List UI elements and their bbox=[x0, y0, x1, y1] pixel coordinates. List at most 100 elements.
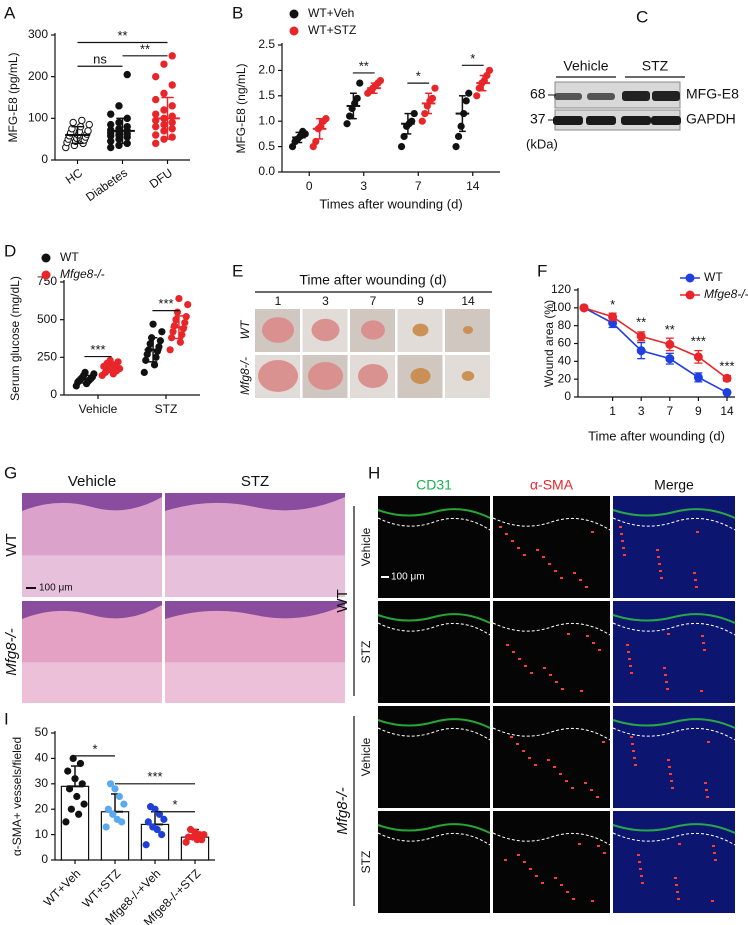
data-point bbox=[142, 356, 150, 364]
data-point bbox=[168, 118, 176, 127]
sma-stain bbox=[696, 531, 699, 533]
sma-stain bbox=[553, 766, 556, 768]
data-point bbox=[168, 81, 176, 89]
line-marker bbox=[722, 388, 732, 398]
data-point bbox=[184, 301, 192, 309]
sma-stain bbox=[505, 533, 508, 535]
sma-stain bbox=[549, 674, 552, 676]
data-point bbox=[176, 338, 184, 346]
scale-label: 100 μm bbox=[39, 583, 73, 594]
x-tick-label: HC bbox=[63, 165, 86, 187]
blot-band bbox=[622, 91, 650, 101]
sma-stain bbox=[586, 635, 589, 637]
sma-stain bbox=[535, 875, 538, 877]
y-axis-label: Wound area (%) bbox=[542, 300, 556, 387]
sma-stain bbox=[706, 796, 709, 798]
data-point bbox=[80, 800, 88, 808]
data-point bbox=[301, 130, 309, 138]
wound bbox=[463, 326, 473, 334]
sma-stain bbox=[499, 526, 502, 528]
sma-stain bbox=[524, 665, 527, 667]
sma-stain bbox=[579, 579, 582, 581]
line-marker bbox=[608, 312, 618, 322]
dermis-border bbox=[612, 727, 736, 741]
panel-letter: F bbox=[537, 261, 547, 280]
line bbox=[583, 307, 728, 379]
sma-stain bbox=[559, 773, 562, 775]
sma-stain bbox=[693, 572, 696, 574]
sma-stain bbox=[667, 633, 670, 635]
column-label: Merge bbox=[654, 477, 694, 493]
y-axis-label: MFG-E8 (ng/mL) bbox=[234, 63, 248, 153]
y-tick-label: 40 bbox=[35, 751, 49, 765]
data-point bbox=[111, 785, 119, 793]
day-label: 3 bbox=[322, 294, 329, 308]
y-tick-label: 0 bbox=[50, 387, 57, 401]
x-tick-label: 3 bbox=[360, 179, 367, 193]
data-point bbox=[120, 800, 128, 808]
sma-stain bbox=[623, 554, 626, 556]
significance-label: ns bbox=[93, 52, 107, 67]
sma-stain bbox=[703, 649, 706, 651]
panel-letter: I bbox=[4, 709, 9, 728]
blot-band bbox=[586, 116, 616, 125]
sma-stain bbox=[666, 688, 669, 690]
y-tick-label: 40 bbox=[558, 354, 572, 368]
data-point bbox=[421, 109, 429, 118]
sma-stain bbox=[714, 859, 717, 861]
genotype-label: Mfg8-/- bbox=[334, 787, 351, 835]
wound bbox=[262, 317, 294, 343]
sma-stain bbox=[663, 667, 666, 669]
dermis-border bbox=[377, 622, 491, 636]
sma-stain bbox=[510, 736, 513, 738]
data-point bbox=[150, 361, 159, 369]
x-tick-label: Diabetes bbox=[83, 166, 130, 205]
significance-label: * bbox=[610, 297, 615, 312]
data-point bbox=[85, 120, 93, 129]
data-point bbox=[170, 322, 179, 330]
y-tick-label: 30 bbox=[35, 776, 49, 790]
significance-label: *** bbox=[90, 342, 105, 357]
sma-stain bbox=[523, 554, 526, 556]
data-point bbox=[113, 815, 121, 823]
sma-stain bbox=[705, 789, 708, 791]
data-point bbox=[123, 122, 131, 131]
sma-stain bbox=[554, 570, 557, 572]
sma-stain bbox=[658, 563, 661, 565]
data-point bbox=[152, 131, 160, 139]
wound bbox=[461, 371, 475, 381]
sma-stain bbox=[638, 861, 641, 863]
sma-stain bbox=[590, 789, 593, 791]
data-point bbox=[81, 368, 89, 376]
data-point bbox=[160, 89, 168, 98]
x-axis-label: Times after wounding (d) bbox=[319, 196, 462, 211]
sma-stain bbox=[619, 526, 622, 528]
panel-letter: H bbox=[368, 463, 380, 482]
sma-stain bbox=[512, 651, 515, 653]
data-point bbox=[353, 94, 361, 102]
panel-letter: G bbox=[4, 463, 17, 482]
sma-stain bbox=[678, 843, 681, 845]
data-point bbox=[175, 294, 183, 303]
y-tick-label: 300 bbox=[28, 27, 48, 41]
sma-stain bbox=[504, 859, 507, 861]
y-tick-label: 20 bbox=[558, 371, 572, 385]
dermis-border bbox=[492, 727, 611, 741]
sma-stain bbox=[529, 868, 532, 870]
sma-stain bbox=[511, 540, 514, 542]
data-point bbox=[155, 343, 163, 351]
data-point bbox=[173, 308, 182, 316]
legend-marker bbox=[289, 9, 299, 19]
data-point bbox=[142, 841, 150, 849]
data-point bbox=[146, 340, 154, 348]
data-point bbox=[167, 334, 176, 342]
panel-letter: D bbox=[4, 241, 16, 260]
sma-stain bbox=[702, 642, 705, 644]
sma-stain bbox=[518, 658, 521, 660]
data-point bbox=[452, 143, 460, 151]
sma-stain bbox=[676, 891, 679, 893]
data-point bbox=[144, 818, 152, 826]
column-label: Vehicle bbox=[68, 473, 116, 490]
data-point bbox=[168, 102, 176, 110]
significance-label: * bbox=[92, 741, 97, 756]
